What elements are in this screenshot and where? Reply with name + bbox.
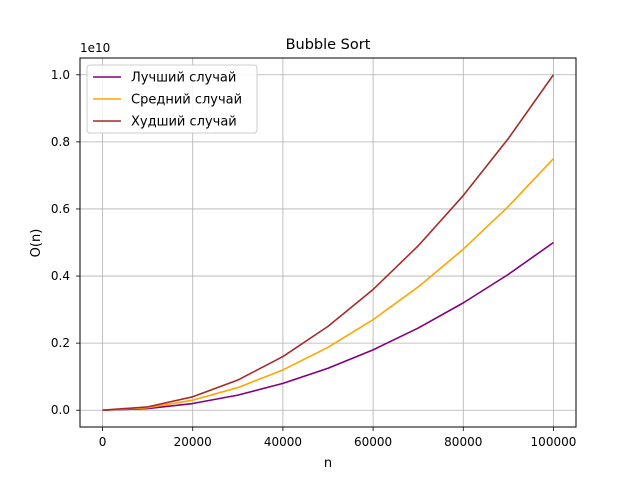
y-tick-label: 0.0 bbox=[51, 403, 70, 417]
x-tick-label: 100000 bbox=[531, 435, 577, 449]
y-axis-offset-label: 1e10 bbox=[80, 41, 110, 55]
series-line-0 bbox=[102, 241, 554, 412]
series-lines bbox=[102, 74, 555, 412]
y-tick-label: 0.2 bbox=[51, 336, 70, 350]
x-tick-label: 60000 bbox=[354, 435, 392, 449]
chart-title: Bubble Sort bbox=[286, 37, 371, 53]
y-axis-label: O(n) bbox=[29, 229, 44, 258]
legend-label: Средний случай bbox=[131, 93, 242, 108]
y-tick-label: 0.8 bbox=[51, 135, 70, 149]
grid-lines bbox=[80, 58, 576, 427]
axis-ticks: 0 20000 40000 60000 80000 100000 0.0 0.2 0.4 0.6 0… bbox=[51, 68, 576, 449]
legend: Лучший случай Средний случай Худший случай bbox=[86, 64, 258, 134]
legend-label: Лучший случай bbox=[131, 71, 236, 86]
y-tick-label: 0.4 bbox=[51, 269, 70, 283]
series-line-1 bbox=[102, 158, 555, 412]
series-line-2 bbox=[102, 74, 555, 412]
x-tick-label: 80000 bbox=[444, 435, 482, 449]
y-tick-label: 1.0 bbox=[51, 68, 70, 82]
y-tick-label: 0.6 bbox=[51, 202, 70, 216]
x-axis-label: n bbox=[324, 456, 332, 471]
x-tick-label: 40000 bbox=[264, 435, 302, 449]
x-tick-label: 20000 bbox=[174, 435, 212, 449]
legend-label: Худший случай bbox=[131, 115, 237, 130]
legend-box bbox=[86, 64, 258, 134]
x-tick-label: 0 bbox=[99, 435, 107, 449]
plot-area-frame bbox=[79, 57, 577, 428]
